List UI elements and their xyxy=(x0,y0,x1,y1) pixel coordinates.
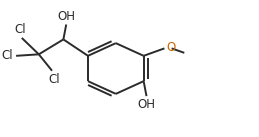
Text: Cl: Cl xyxy=(2,49,13,62)
Text: OH: OH xyxy=(57,10,75,23)
Text: Cl: Cl xyxy=(14,23,26,36)
Text: Cl: Cl xyxy=(48,73,60,86)
Text: O: O xyxy=(167,41,176,54)
Text: OH: OH xyxy=(138,98,155,111)
